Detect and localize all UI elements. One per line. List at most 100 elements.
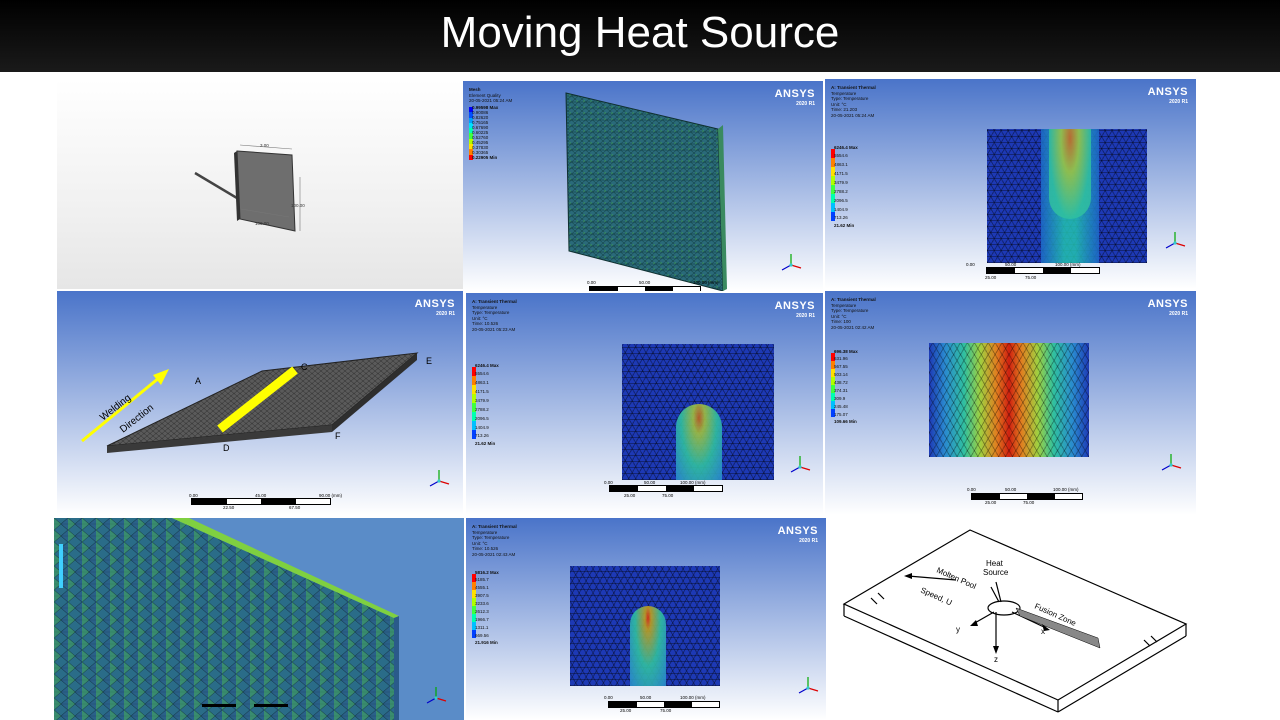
legend-value: 5554.6 <box>475 371 489 376</box>
thermal-info-1: A: Transient Thermal Temperature Type: Te… <box>831 85 876 118</box>
dim-right: 100.00 <box>291 203 305 208</box>
mesh-quality-panel: Mesh Element Quality 20-05-2021 05:24 AM … <box>463 81 823 291</box>
legend-max: 6246.4 Max <box>834 145 858 150</box>
scale-label: 75.00 <box>1023 500 1035 505</box>
thermal-info-4: A: Transient Thermal Temperature Type: Te… <box>472 524 517 557</box>
scale-label: 0.00 <box>604 480 613 485</box>
mesh-legend <box>469 107 473 160</box>
temp-legend <box>831 353 835 417</box>
scale-label: 75.00 <box>1025 275 1037 280</box>
legend-value: 5185.7 <box>475 577 489 582</box>
legend-max: 0.99598 Max <box>472 105 499 110</box>
legend-max: 696.38 Max <box>834 349 858 354</box>
scale-label: 25.00 <box>985 275 997 280</box>
axis-triad-icon <box>798 677 819 694</box>
ansys-logo: ANSYS 2020 R1 <box>1147 298 1188 317</box>
legend-value: 0.52760 <box>472 135 489 140</box>
legend-value: 713.26 <box>475 433 489 438</box>
scale-bar <box>986 267 1100 274</box>
z-axis-label: z <box>994 655 998 664</box>
scale-label: 67.50 <box>289 505 301 510</box>
legend-value: 4555.1 <box>475 585 489 590</box>
scale-label: 0.00 <box>966 262 975 267</box>
legend-value: 0.67690 <box>472 125 489 130</box>
legend-value: 567.55 <box>834 364 848 369</box>
legend-min: 0.22905 Min <box>472 155 498 160</box>
ansys-logo: ANSYS 2020 R1 <box>1147 86 1188 105</box>
legend-max: 5816.2 Max <box>475 570 499 575</box>
legend-value: 713.26 <box>834 215 848 220</box>
heat-source-schematic: Heat Source Molten Pool Speed, U Fusion … <box>842 529 1188 713</box>
thermal-plate <box>622 344 774 480</box>
scale-label: 22.50 <box>223 505 235 510</box>
cad-model-panel: 3.00 100.00 100.00 <box>57 79 463 289</box>
legend-value: 3479.9 <box>475 398 489 403</box>
legend-value: 309.9 <box>834 396 846 401</box>
thermal-plate <box>570 566 720 686</box>
scale-label: 100.00 (mm) <box>680 480 706 485</box>
thermal-info-3: A: Transient Thermal Temperature Type: Te… <box>831 297 876 330</box>
thermal-result-1-panel: A: Transient Thermal Temperature Type: Te… <box>825 79 1196 289</box>
legend-value: 4171.5 <box>475 389 489 394</box>
legend-value: 3233.6 <box>475 601 489 606</box>
thermal-plate <box>929 343 1089 457</box>
legend-value: 2612.3 <box>475 609 489 614</box>
legend-value: 3907.5 <box>475 593 489 598</box>
dim-bottom: 100.00 <box>255 221 269 226</box>
scale-label: 50.00 <box>639 280 651 285</box>
temp-legend <box>472 367 476 439</box>
legend-value: 631.96 <box>834 356 848 361</box>
legend-min: 21.62 Min <box>475 441 496 446</box>
scale-label: 25.00 <box>624 493 636 498</box>
heat-source-diagram-panel: Heat Source Molten Pool Speed, U Fusion … <box>836 520 1196 720</box>
legend-value: 438.72 <box>834 380 848 385</box>
legend-value: 4863.1 <box>475 380 489 385</box>
legend-value: 4171.5 <box>834 171 848 176</box>
thermal-result-3-panel: A: Transient Thermal Temperature Type: Te… <box>825 291 1196 515</box>
scale-label: 0.00 <box>967 487 976 492</box>
thermal-info-2: A: Transient Thermal Temperature Type: Te… <box>472 299 517 332</box>
mesh-zoom-drawing <box>54 518 399 720</box>
mesh-plate <box>565 92 727 291</box>
scale-label: 100.00 (mm) <box>680 695 706 700</box>
legend-value: 1311.1 <box>475 625 489 630</box>
axis-triad-icon <box>426 687 447 704</box>
legend-value: 1404.9 <box>834 207 848 212</box>
scale-label: 50.00 <box>1005 487 1017 492</box>
title-bar: Moving Heat Source <box>0 0 1280 72</box>
legend-value: 2096.5 <box>834 198 848 203</box>
thermal-result-2-panel: A: Transient Thermal Temperature Type: Te… <box>466 293 823 515</box>
legend-value: 2788.2 <box>475 407 489 412</box>
legend-value: 0.37830 <box>472 145 489 150</box>
point-d-label: D <box>223 443 230 453</box>
scale-label: 45.00 <box>255 493 267 498</box>
point-a-label: A <box>195 376 202 386</box>
cad-plate-drawing: 3.00 100.00 100.00 <box>194 143 305 232</box>
point-c-label: C <box>301 362 308 372</box>
legend-min: 109.66 Min <box>834 419 857 424</box>
legend-min: 21.916 Min <box>475 640 498 645</box>
scale-bar <box>589 286 701 291</box>
scale-label: 75.00 <box>660 708 672 713</box>
legend-value: 4863.1 <box>834 162 848 167</box>
legend-value: 0.60225 <box>472 130 489 135</box>
temp-legend <box>831 149 835 221</box>
legend-value: 0.75165 <box>472 120 489 125</box>
ansys-logo: ANSYS 2020 R1 <box>777 525 818 544</box>
y-axis-label: y <box>956 625 960 634</box>
scale-label: 25.00 <box>985 500 997 505</box>
thermal-plate <box>987 129 1147 263</box>
x-axis-label: x <box>1041 627 1045 636</box>
heat-label: Heat <box>986 559 1004 568</box>
scale-label: 100.00 (mm) <box>693 280 719 285</box>
scale-label: 50.00 <box>640 695 652 700</box>
scale-label: 50.00 <box>644 480 656 485</box>
legend-value: 3479.9 <box>834 180 848 185</box>
legend-value: 175.07 <box>834 412 848 417</box>
legend-value: 2096.5 <box>475 416 489 421</box>
mesh-zoom-panel <box>54 518 464 720</box>
legend-value: 1404.9 <box>475 425 489 430</box>
scale-label: 75.00 <box>662 493 674 498</box>
legend-value: 0.90086 <box>472 110 489 115</box>
legend-value: 0.82620 <box>472 115 489 120</box>
